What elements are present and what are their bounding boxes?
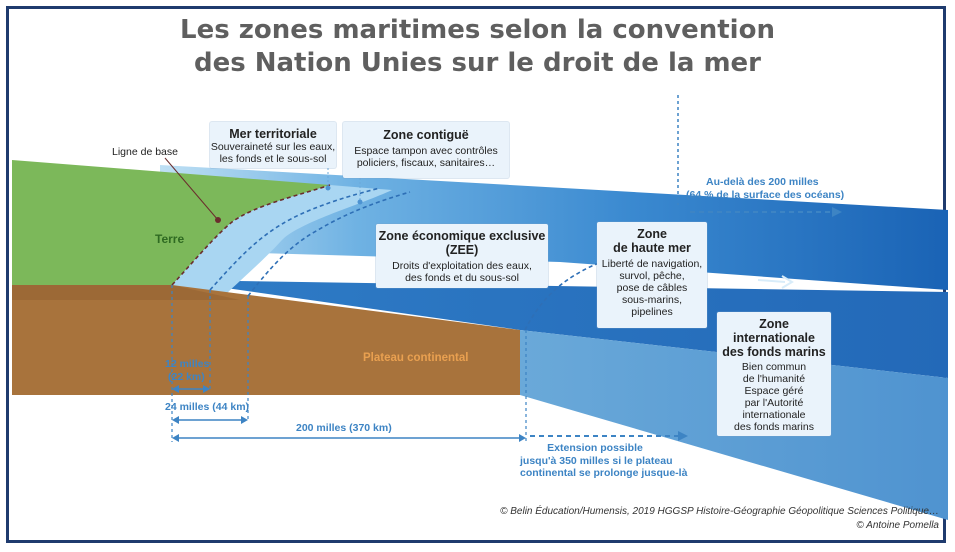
contiguous-zone-line-2: policiers, fiscaux, sanitaires…: [356, 157, 496, 169]
territorial-dot: [325, 185, 331, 191]
label-200-miles: 200 milles (370 km): [296, 422, 392, 434]
seabed-area-box: Zone internationale des fonds marins Bie…: [717, 312, 831, 436]
baseline-dot: [215, 217, 221, 223]
extension-arrow-head: [678, 431, 688, 441]
land-surface: [12, 160, 330, 285]
seabed-line-5: internationale: [742, 409, 806, 421]
contiguous-zone-line-1: Espace tampon avec contrôles: [354, 145, 498, 157]
extension-line-3: continental se prolonge jusque-là: [520, 467, 688, 479]
extension-line-2: jusqu'à 350 milles si le plateau: [520, 454, 673, 467]
territorial-sea-strip: [172, 185, 392, 300]
contiguous-zone-box: Zone contiguë Espace tampon avec contrôl…: [343, 122, 509, 178]
sea-direction-line: [757, 279, 786, 283]
territorial-sea-line-1: Souveraineté sur les eaux,: [210, 141, 336, 153]
contiguous-zone-title: Zone contiguë: [383, 128, 469, 142]
beyond-200-arrow-head: [832, 207, 842, 217]
eez-title-2: (ZEE): [445, 243, 479, 257]
eez-line-2: des fonds et du sous-sol: [405, 272, 519, 284]
territorial-sea-box: Mer territoriale Souveraineté sur les ea…: [210, 122, 336, 168]
credit-line-2: © Antoine Pomella: [856, 520, 939, 531]
territorial-sea-title: Mer territoriale: [229, 127, 317, 141]
title-line-1: Les zones maritimes selon la convention: [180, 15, 775, 45]
beyond-200-label-2: (64 % de la surface des océans): [686, 189, 845, 201]
high-seas-line-4: sous-marins,: [621, 294, 683, 306]
extension-line-1: Extension possible: [547, 442, 643, 454]
continental-shelf-label: Plateau continental: [363, 352, 469, 364]
high-seas-box: Zone de haute mer Liberté de navigation,…: [597, 222, 707, 328]
high-seas-title-2: de haute mer: [613, 241, 691, 255]
seabed-line-2: de l'humanité: [742, 373, 806, 385]
sea-direction-head: [781, 275, 794, 289]
arrow-200-miles: [172, 434, 526, 442]
eez-line-1: Droits d'exploitation des eaux,: [392, 260, 532, 272]
label-12-miles: 12 milles: [165, 358, 210, 370]
seabed-title-1: Zone: [759, 317, 789, 331]
baseline-line: [171, 184, 331, 286]
high-seas-line-2: survol, pêche,: [619, 270, 685, 282]
credit-line-1: © Belin Éducation/Humensis, 2019 HGGSP H…: [500, 506, 939, 517]
baseline-leader: [164, 157, 219, 221]
seabed-line-4: par l'Autorité: [744, 397, 804, 409]
title-line-2: des Nation Unies sur le droit de la mer: [193, 48, 762, 78]
soil-shadow: [12, 285, 240, 300]
eez-box: Zone économique exclusive (ZEE) Droits d…: [376, 224, 548, 288]
high-seas-line-1: Liberté de navigation,: [601, 258, 703, 270]
label-24-miles: 24 milles (44 km): [165, 401, 250, 413]
seabed-line-3: Espace géré: [744, 385, 804, 397]
seabed-line-1: Bien commun: [741, 361, 807, 373]
eez-title-1: Zone économique exclusive: [378, 229, 546, 243]
limit-12-line: [209, 187, 381, 291]
high-seas-line-3: pose de câbles: [616, 282, 688, 294]
arrow-24-miles: [172, 416, 248, 424]
arrow-12-miles: [172, 385, 210, 393]
soil-cross-section: [12, 285, 520, 395]
extension-label: Extension possible jusqu'à 350 milles si…: [520, 442, 688, 480]
land-label: Terre: [155, 232, 185, 246]
high-seas-line-5: pipelines: [631, 306, 673, 318]
seabed-line-6: des fonds marins: [734, 421, 814, 433]
contiguous-dot: [357, 199, 363, 205]
high-seas-title-1: Zone: [637, 227, 667, 241]
diagram-title: Les zones maritimes selon la convention …: [0, 14, 955, 80]
baseline-label: Ligne de base: [112, 146, 178, 158]
label-22-km: (22 km): [168, 371, 205, 383]
seabed-title-2: internationale: [733, 331, 815, 345]
beyond-200-label-1: Au-delà des 200 milles: [706, 176, 819, 188]
territorial-sea-line-2: les fonds et le sous-sol: [219, 153, 327, 165]
seabed-title-3: des fonds marins: [722, 345, 826, 359]
